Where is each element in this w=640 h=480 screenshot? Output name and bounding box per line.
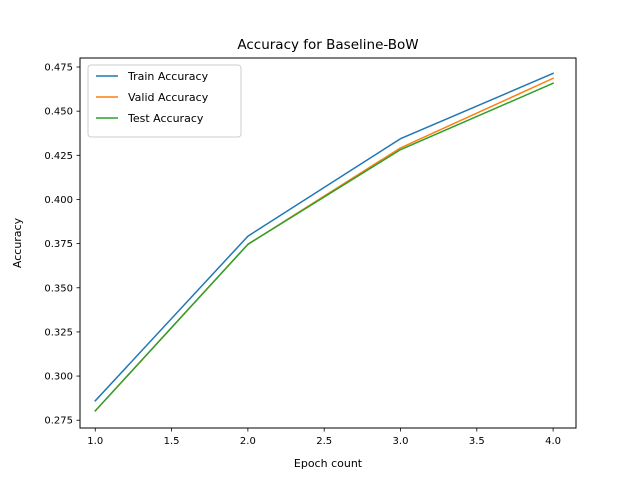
y-tick-label: 0.325 bbox=[44, 327, 73, 338]
x-tick-label: 2.0 bbox=[240, 436, 256, 447]
legend-entry: Test Accuracy bbox=[127, 112, 204, 125]
y-tick-label: 0.350 bbox=[44, 283, 73, 294]
chart-title: Accuracy for Baseline-BoW bbox=[237, 37, 418, 53]
y-tick-label: 0.400 bbox=[44, 195, 73, 206]
plot-frame bbox=[79, 57, 577, 429]
plot-series-group bbox=[94, 72, 555, 412]
y-tick-label: 0.275 bbox=[44, 416, 73, 427]
y-tick-label: 0.475 bbox=[44, 63, 73, 74]
legend-entry: Valid Accuracy bbox=[128, 91, 209, 104]
y-tick-label: 0.300 bbox=[44, 372, 73, 383]
y-tick-label: 0.375 bbox=[44, 239, 73, 250]
legend-entry: Train Accuracy bbox=[127, 70, 209, 83]
y-axis-label: Accuracy bbox=[11, 217, 24, 268]
legend-box bbox=[87, 64, 242, 138]
x-tick-label: 4.0 bbox=[545, 436, 561, 447]
x-tick-label: 1.0 bbox=[87, 436, 103, 447]
x-tick-label: 3.0 bbox=[393, 436, 409, 447]
y-tick-label: 0.425 bbox=[44, 151, 73, 162]
series-line-3 bbox=[94, 82, 555, 412]
y-axis-ticks: 0.275 0.300 0.325 0.350 0.375 0.400 0.425 0.450… bbox=[44, 63, 80, 427]
x-axis-label: Epoch count bbox=[294, 457, 363, 470]
series-line-1 bbox=[94, 72, 555, 402]
legend: Train Accuracy Valid Accuracy Test Accurac… bbox=[87, 64, 242, 138]
x-tick-label: 2.5 bbox=[316, 436, 332, 447]
x-tick-label: 3.5 bbox=[469, 436, 485, 447]
x-tick-label: 1.5 bbox=[164, 436, 180, 447]
y-tick-label: 0.450 bbox=[44, 107, 73, 118]
x-axis-ticks: 1.0 1.5 2.0 2.5 3.0 3.5 4.0 bbox=[87, 428, 561, 447]
